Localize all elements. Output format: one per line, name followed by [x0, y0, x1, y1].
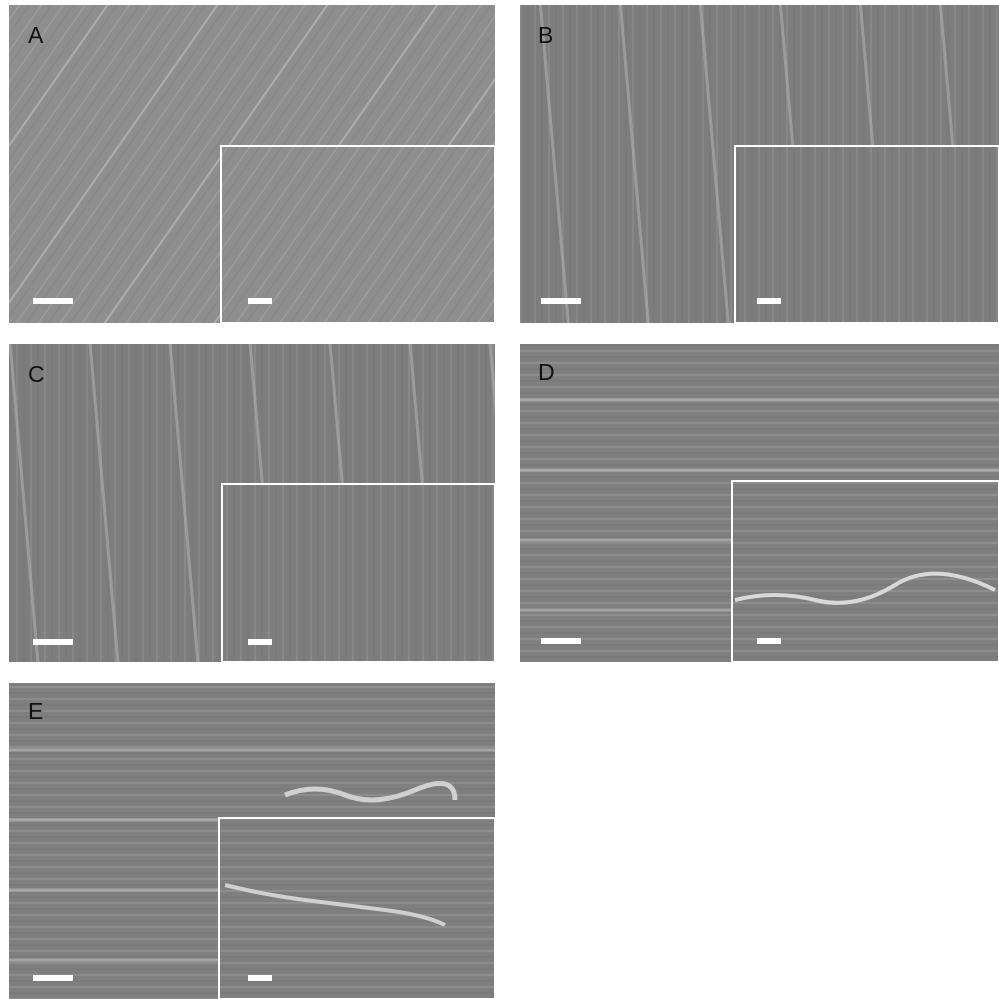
panel-label: A [28, 22, 44, 48]
panel-label: C [28, 361, 45, 387]
scale-bar [248, 298, 272, 304]
scale-bar [541, 638, 581, 644]
inset [222, 484, 495, 662]
panel-c: C [9, 344, 495, 662]
panel-a: A [9, 5, 495, 323]
panel-e: E [9, 683, 495, 999]
panel-label: E [28, 698, 43, 724]
panel-d: D [520, 344, 999, 662]
figure: A B C D E [0, 0, 999, 999]
panel-label: D [538, 359, 555, 385]
inset [735, 146, 999, 323]
scale-bar [33, 975, 73, 981]
scale-bar [33, 639, 73, 645]
scale-bar [33, 298, 73, 304]
panel-label: B [538, 22, 553, 48]
scale-bar [757, 298, 781, 304]
panel-b: B [520, 5, 999, 323]
inset [221, 146, 495, 323]
scale-bar [757, 638, 781, 644]
inset [732, 481, 999, 662]
scale-bar [541, 298, 581, 304]
scale-bar [248, 639, 272, 645]
scale-bar [248, 975, 272, 981]
